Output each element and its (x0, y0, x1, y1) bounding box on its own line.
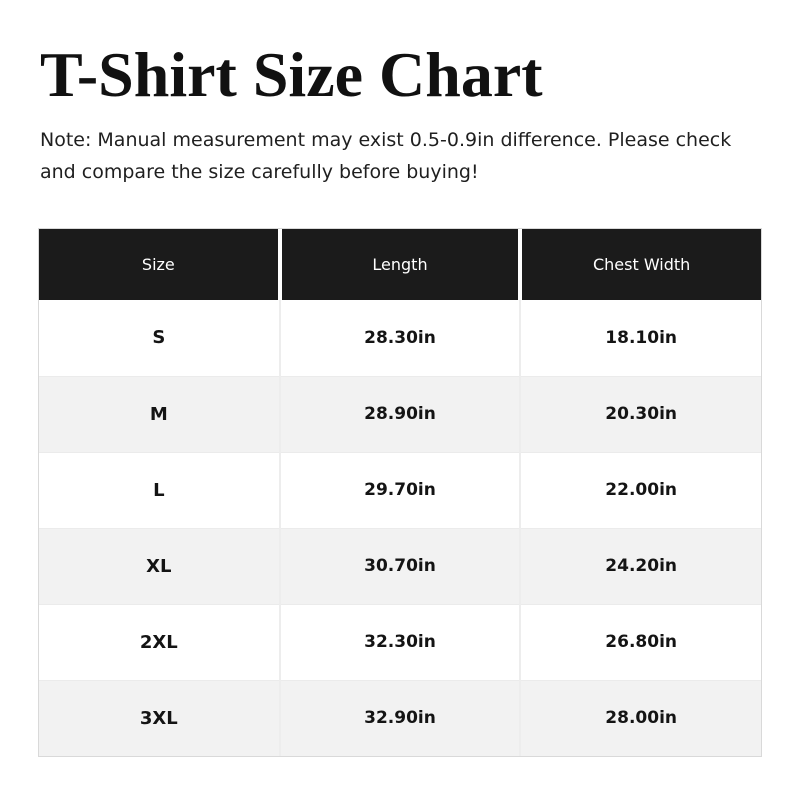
cell-chest-width: 28.00in (519, 679, 761, 756)
cell-length: 32.30in (278, 603, 521, 680)
cell-length: 29.70in (278, 451, 521, 528)
note-text: Note: Manual measurement may exist 0.5-0… (40, 128, 732, 184)
cell-length: 28.30in (278, 300, 521, 376)
cell-size: 3XL (39, 679, 280, 756)
cell-size: S (39, 300, 280, 376)
table-row-2xl: 2XL 32.30in 26.80in (39, 603, 761, 680)
column-header-chest-width: Chest Width (518, 229, 761, 300)
table-row-xl: XL 30.70in 24.20in (39, 527, 761, 604)
cell-size: XL (39, 527, 280, 604)
column-header-size: Size (39, 229, 280, 300)
cell-chest-width: 22.00in (519, 451, 761, 528)
cell-chest-width: 26.80in (519, 603, 761, 680)
page-title: T-Shirt Size Chart (40, 39, 543, 110)
table-row-3xl: 3XL 32.90in 28.00in (39, 679, 761, 756)
cell-chest-width: 24.20in (519, 527, 761, 604)
table-row-m: M 28.90in 20.30in (39, 375, 761, 452)
cell-length: 28.90in (278, 375, 521, 452)
cell-length: 30.70in (278, 527, 521, 604)
column-header-length: Length (277, 229, 521, 300)
size-table: Size Length Chest Width S 28.30in 18.10i… (38, 228, 762, 757)
cell-length: 32.90in (278, 679, 521, 756)
cell-chest-width: 18.10in (519, 300, 761, 376)
cell-size: 2XL (39, 603, 280, 680)
table-row-s: S 28.30in 18.10in (39, 300, 761, 376)
table-header-row: Size Length Chest Width (39, 229, 761, 300)
cell-size: L (39, 451, 280, 528)
table-row-l: L 29.70in 22.00in (39, 451, 761, 528)
cell-size: M (39, 375, 280, 452)
cell-chest-width: 20.30in (519, 375, 761, 452)
size-table-grid: Size Length Chest Width S 28.30in 18.10i… (39, 229, 761, 756)
